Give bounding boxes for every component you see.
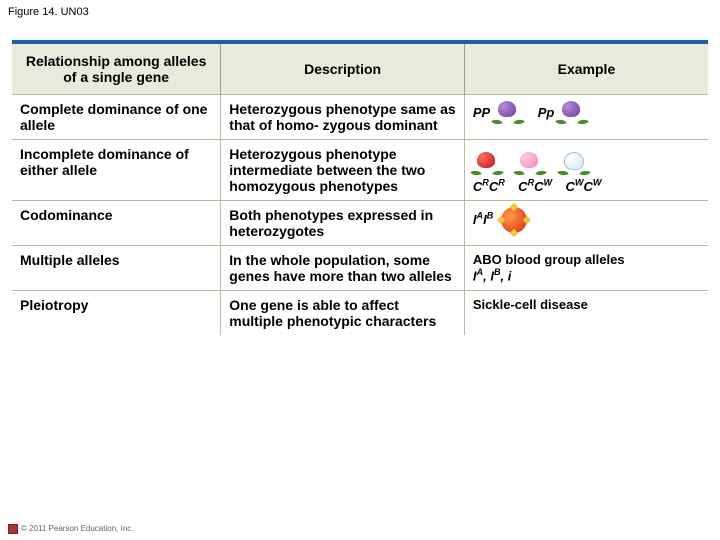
cell-rel: Codominance [12,201,221,246]
row-incomplete-dominance: Incomplete dominance of either allele He… [12,140,708,201]
cell-rel: Complete dominance of one allele [12,95,221,140]
header-relationship: Relationship among alleles of a single g… [12,44,221,95]
cell-example: Sickle-cell disease [464,291,708,336]
allele-CRCW: CRCW [518,179,552,194]
allele-IAIB: IAIB [473,212,493,227]
flower-white-icon [560,152,588,176]
cell-rel: Pleiotropy [12,291,221,336]
genetics-table: Relationship among alleles of a single g… [12,44,708,335]
row-pleiotropy: Pleiotropy One gene is able to affect mu… [12,291,708,336]
cell-rel: Multiple alleles [12,246,221,291]
flower-purple-icon [494,101,522,125]
cell-desc: In the whole population, some genes have… [221,246,465,291]
cell-example: PP Pp [464,95,708,140]
example-text: ABO blood group alleles [473,252,700,267]
cell-desc: Heterozygous phenotype same as that of h… [221,95,465,140]
header-example: Example [464,44,708,95]
example-alleles: IA, IB, i [473,267,700,283]
header-row: Relationship among alleles of a single g… [12,44,708,95]
row-codominance: Codominance Both phenotypes expressed in… [12,201,708,246]
cell-example: IAIB [464,201,708,246]
row-multiple-alleles: Multiple alleles In the whole population… [12,246,708,291]
row-complete-dominance: Complete dominance of one allele Heteroz… [12,95,708,140]
flower-pink-icon [516,152,544,176]
slide: Figure 14. UN03 Relationship among allel… [0,0,720,540]
header-description: Description [221,44,465,95]
allele-PP: PP [473,105,490,120]
cell-desc: Both phenotypes expressed in heterozygot… [221,201,465,246]
flower-purple-icon [558,101,586,125]
cell-desc: Heterozygous phenotype intermediate betw… [221,140,465,201]
allele-Pp: Pp [538,105,555,120]
cell-rel: Incomplete dominance of either allele [12,140,221,201]
copyright-text: © 2011 Pearson Education, Inc. [8,524,133,534]
allele-CRCR: CRCR [473,179,505,194]
allele-CWCW: CWCW [565,179,601,194]
cell-desc: One gene is able to affect multiple phen… [221,291,465,336]
flower-red-icon [473,152,501,176]
cell-example: CRCR CRCW CWCW [464,140,708,201]
cell-example: ABO blood group alleles IA, IB, i [464,246,708,291]
figure-label: Figure 14. UN03 [8,6,89,18]
blood-cell-icon [501,207,527,233]
